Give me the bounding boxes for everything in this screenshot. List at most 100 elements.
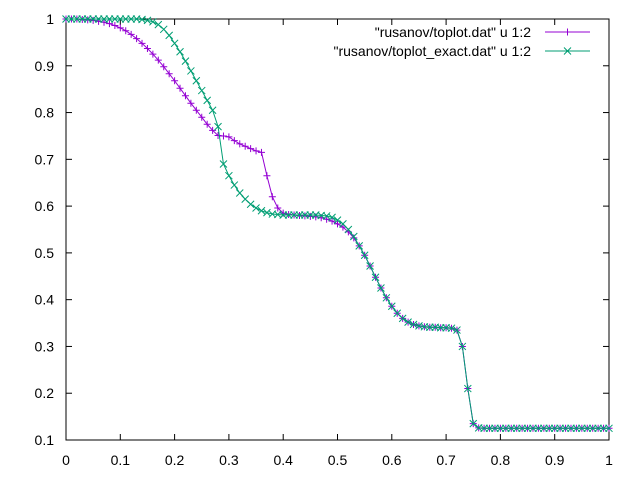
data-point	[404, 318, 412, 326]
y-tick-label: 0.7	[35, 151, 55, 167]
data-point	[197, 86, 206, 95]
data-point	[257, 148, 265, 156]
x-tick-label: 1	[605, 452, 613, 468]
data-point	[160, 63, 168, 71]
data-point	[89, 16, 97, 24]
y-tick-label: 1	[46, 11, 54, 27]
y-tick-label: 0.5	[35, 245, 55, 261]
x-tick-label: 0.6	[382, 452, 402, 468]
data-point	[295, 211, 304, 219]
x-tick-label: 0.1	[111, 452, 131, 468]
data-point	[263, 208, 271, 217]
data-point	[268, 193, 276, 201]
data-point	[83, 15, 92, 23]
x-tick-label: 0.8	[491, 452, 511, 468]
data-point	[512, 424, 521, 433]
data-point	[523, 424, 532, 433]
data-point	[257, 206, 266, 215]
x-tick-label: 0	[62, 452, 70, 468]
data-point	[94, 15, 103, 23]
data-point	[496, 424, 505, 433]
x-tick-label: 0.5	[328, 452, 348, 468]
data-point	[545, 424, 554, 433]
data-point	[62, 15, 70, 23]
data-point	[116, 15, 125, 23]
data-point	[230, 137, 238, 145]
data-point	[355, 242, 364, 250]
data-point	[539, 424, 548, 433]
axes-layer: 0 0.1 0.2 0.3 0.4 0.5 0.6 0.7 0.8 0.9 1 0.1 0.2 0.3 0.…	[35, 11, 614, 468]
data-point	[529, 424, 537, 433]
data-point	[567, 424, 575, 433]
legend-label: "rusanov/toplot_exact.dat" u 1:2	[333, 43, 531, 59]
data-point	[154, 56, 162, 64]
data-point	[534, 424, 543, 433]
data-point	[105, 15, 114, 23]
data-point	[246, 200, 255, 209]
data-point	[518, 424, 526, 433]
data-point	[382, 293, 391, 302]
data-point	[225, 171, 233, 180]
data-point	[181, 57, 190, 65]
data-point	[577, 424, 586, 433]
data-point	[333, 216, 342, 224]
data-point	[198, 113, 206, 121]
data-point	[274, 204, 282, 212]
data-point	[334, 220, 341, 228]
data-point	[111, 22, 119, 30]
data-point	[116, 24, 124, 32]
data-point	[328, 213, 336, 222]
data-point	[599, 424, 608, 433]
legend-marker	[563, 47, 572, 55]
data-point	[122, 27, 130, 35]
data-point	[187, 67, 195, 75]
data-point	[561, 424, 570, 433]
data-point	[252, 147, 260, 155]
x-tick-label: 0.9	[545, 452, 565, 468]
data-point	[480, 424, 488, 433]
data-point	[263, 172, 271, 180]
data-point	[491, 424, 499, 433]
data-point	[187, 99, 195, 107]
data-point	[208, 106, 217, 115]
plot-frame	[65, 18, 610, 441]
data-point	[138, 39, 146, 47]
data-point	[73, 15, 81, 23]
data-point	[366, 262, 374, 270]
data-point	[181, 92, 189, 100]
x-tick-label: 0.4	[273, 452, 293, 468]
data-point	[436, 323, 445, 332]
data-point	[350, 234, 358, 242]
data-point	[572, 424, 581, 433]
data-point	[149, 17, 157, 26]
x-tick-label: 0.2	[165, 452, 185, 468]
data-point	[453, 326, 461, 334]
data-point	[165, 70, 173, 78]
y-tick-label: 0.9	[35, 58, 55, 74]
data-point	[588, 424, 597, 433]
data-point	[121, 15, 130, 23]
data-point	[279, 211, 288, 219]
data-point	[360, 251, 369, 260]
data-point	[349, 232, 358, 241]
series-0	[62, 15, 613, 432]
data-point	[594, 424, 602, 433]
data-point	[89, 15, 98, 23]
data-point	[78, 15, 87, 23]
data-point	[203, 96, 212, 105]
data-point	[171, 77, 179, 85]
data-point	[501, 424, 510, 433]
data-point	[67, 15, 76, 23]
data-point	[306, 211, 315, 219]
data-point	[219, 132, 227, 140]
series-layer	[62, 15, 613, 433]
x-tick-label: 0.3	[219, 452, 239, 468]
data-point	[605, 424, 613, 433]
data-point	[176, 84, 184, 92]
data-point	[100, 15, 108, 23]
data-point	[425, 323, 434, 332]
data-point	[165, 31, 174, 40]
data-point	[247, 145, 255, 153]
data-point	[230, 181, 239, 189]
